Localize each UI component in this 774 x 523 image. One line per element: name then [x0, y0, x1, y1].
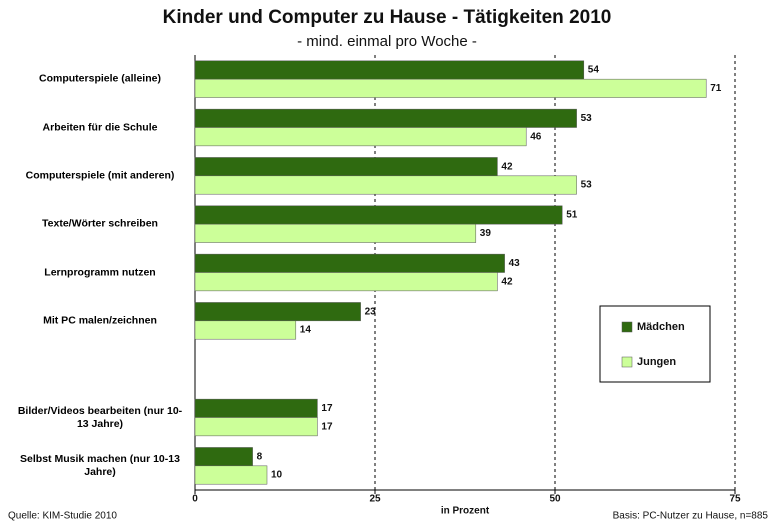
- data-label: 42: [501, 161, 513, 172]
- x-tick-label: 25: [369, 494, 381, 505]
- data-label: 46: [530, 131, 542, 142]
- bar: [194, 175, 577, 195]
- y-tick-label: Lernprogramm nutzen: [44, 266, 156, 278]
- legend-label: Mädchen: [637, 321, 685, 333]
- bar: [194, 60, 585, 80]
- bar: [194, 157, 498, 177]
- chart-title: Kinder und Computer zu Hause - Tätigkeit…: [163, 7, 612, 28]
- y-tick-label: Texte/Wörter schreiben: [42, 217, 158, 230]
- data-label: 10: [271, 470, 283, 481]
- data-label: 17: [321, 421, 333, 432]
- note: Basis: PC-Nutzer zu Hause, n=885: [613, 511, 769, 522]
- y-tick-label: Arbeiten für die Schule: [42, 121, 158, 133]
- data-label: 23: [365, 306, 377, 317]
- legend-label: Jungen: [637, 356, 676, 368]
- bar: [194, 320, 297, 340]
- data-label: 17: [321, 403, 333, 414]
- bar: [194, 302, 361, 322]
- data-label: 43: [509, 258, 521, 269]
- data-label: 71: [710, 83, 722, 94]
- legend-swatch: [621, 356, 633, 368]
- legend-swatch: [621, 321, 633, 333]
- data-label: 53: [581, 180, 593, 191]
- data-label: 42: [501, 276, 513, 287]
- bar: [194, 223, 477, 243]
- data-label: 8: [257, 451, 263, 462]
- bar: [194, 272, 498, 292]
- data-label: 39: [480, 228, 492, 239]
- y-tick-label: Computerspiele (mit anderen): [25, 169, 175, 182]
- bar: [194, 398, 318, 418]
- x-tick-label: 0: [192, 494, 198, 505]
- bar: [194, 253, 505, 273]
- bar: [194, 127, 527, 147]
- y-tick-label: Computerspiele (alleine): [39, 72, 161, 85]
- bar: [194, 447, 253, 467]
- x-tick-label: 75: [729, 494, 741, 505]
- bar: [194, 205, 563, 225]
- x-axis-label: in Prozent: [441, 506, 490, 517]
- bar: [194, 417, 318, 437]
- source: Quelle: KIM-Studie 2010: [8, 511, 117, 522]
- bar: [194, 108, 577, 128]
- y-tick-label: Mit PC malen/zeichnen: [43, 314, 157, 327]
- data-label: 51: [566, 210, 578, 221]
- x-tick-label: 50: [549, 494, 561, 505]
- data-label: 53: [581, 113, 593, 124]
- bar: [194, 78, 707, 98]
- legend-box: [599, 305, 711, 383]
- y-tick-label: Bilder/Videos bearbeiten (nur 10-13 Jahr…: [17, 404, 183, 430]
- data-label: 54: [588, 65, 600, 76]
- y-tick-label: Selbst Musik machen (nur 10-13 Jahre): [20, 452, 180, 478]
- bar: [194, 465, 268, 485]
- chart-subtitle: - mind. einmal pro Woche -: [297, 33, 477, 50]
- data-label: 14: [300, 325, 312, 336]
